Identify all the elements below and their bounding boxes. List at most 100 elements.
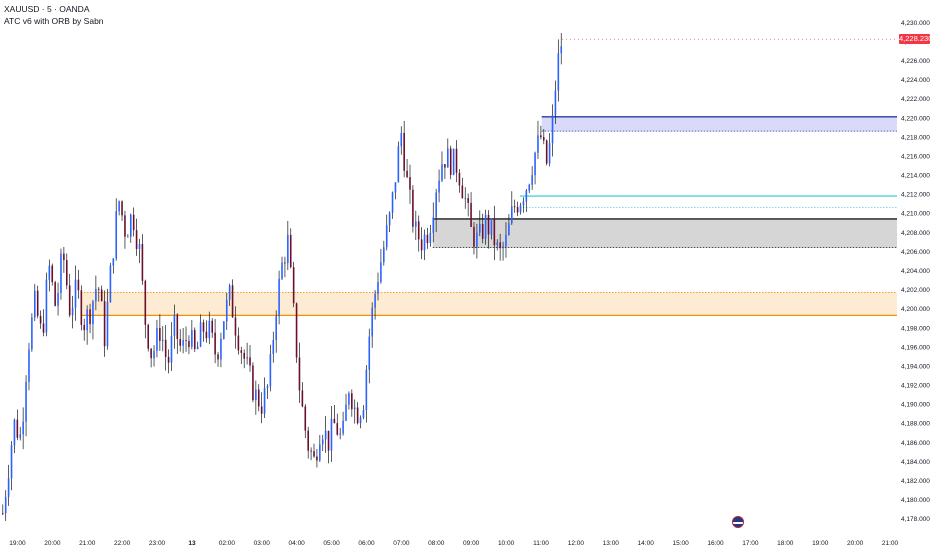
zone-2 — [432, 218, 897, 248]
candle-body — [266, 386, 269, 389]
candle-body — [298, 357, 301, 391]
candle-body — [127, 236, 129, 238]
candle-body — [516, 207, 519, 213]
candle-body — [252, 365, 254, 401]
candle-body — [100, 289, 103, 302]
candle-body — [147, 324, 150, 349]
candle-body — [281, 262, 283, 279]
candle-body — [510, 206, 513, 224]
candle-body — [319, 444, 321, 461]
candle-body — [554, 90, 557, 116]
x-tick-label: 21:00 — [882, 540, 899, 547]
y-tick-label: 4,224.000 — [901, 77, 930, 84]
candle-body — [214, 332, 216, 355]
y-tick-label: 4,196.000 — [901, 344, 930, 351]
y-tick-label: 4,216.000 — [901, 153, 930, 160]
candle-body — [467, 198, 469, 203]
candle-body — [374, 293, 376, 308]
candle-body — [54, 282, 56, 306]
candle-body — [359, 417, 362, 424]
candle-body — [394, 182, 397, 193]
candle-body — [493, 218, 496, 246]
candle-body — [307, 430, 309, 451]
candle-body — [31, 317, 33, 350]
candle-body — [310, 450, 312, 452]
candle-body — [7, 478, 10, 497]
candle-body — [295, 303, 298, 358]
y-tick-label: 4,212.000 — [901, 192, 930, 199]
x-tick-label: 23:00 — [149, 540, 166, 547]
y-tick-label: 4,190.000 — [901, 402, 930, 409]
us-flag-icon[interactable] — [732, 516, 744, 528]
candle-body — [112, 258, 115, 266]
candle-body — [371, 307, 373, 337]
candle-body — [13, 419, 16, 446]
candle-body — [51, 265, 54, 283]
candle-body — [351, 393, 353, 410]
candle-body — [86, 309, 88, 331]
y-tick-label: 4,214.000 — [901, 173, 930, 180]
candle-body — [255, 389, 257, 401]
candle-body — [368, 336, 371, 370]
last-price-tag: 4,228.230 — [899, 34, 932, 45]
x-tick-label: 14:00 — [638, 540, 655, 547]
candle-body — [441, 164, 443, 181]
candle-body — [115, 211, 118, 259]
x-tick-label: 22:00 — [114, 540, 131, 547]
candle-body — [478, 224, 481, 233]
candle-body — [92, 301, 94, 325]
candle-body — [161, 339, 164, 341]
zone-1 — [520, 196, 897, 208]
candle-body — [4, 496, 7, 514]
candle-body — [531, 175, 533, 185]
x-tick-label: 06:00 — [358, 540, 375, 547]
x-tick-label: 19:00 — [9, 540, 26, 547]
candle-body — [129, 214, 132, 237]
candle-body — [327, 430, 330, 451]
candle-body — [339, 433, 341, 435]
candle-body — [356, 407, 359, 424]
candle-body — [490, 218, 493, 235]
candle-body — [249, 357, 251, 366]
x-tick-label: 10:00 — [498, 540, 515, 547]
y-tick-label: 4,210.000 — [901, 211, 930, 218]
candle-body — [403, 132, 405, 171]
indicator-label[interactable]: ATC v6 with ORB by Sabn — [4, 16, 104, 26]
x-tick-label: 04:00 — [289, 540, 306, 547]
x-tick-label: 20:00 — [44, 540, 61, 547]
candle-body — [438, 180, 440, 193]
candle-body — [345, 404, 347, 421]
candle-body — [484, 214, 487, 239]
candle-body — [121, 201, 123, 216]
x-tick-label: 05:00 — [323, 540, 340, 547]
y-tick-label: 4,206.000 — [901, 249, 930, 256]
candle-body — [420, 239, 423, 251]
candle-body — [545, 140, 548, 164]
y-tick-label: 4,194.000 — [901, 363, 930, 370]
candle-body — [153, 350, 155, 359]
candle-body — [313, 451, 315, 457]
candle-body — [68, 285, 71, 316]
candle-body — [380, 262, 382, 283]
candle-body — [540, 135, 542, 138]
candle-body — [80, 290, 83, 325]
candle-body — [409, 177, 411, 190]
y-tick-label: 4,198.000 — [901, 325, 930, 332]
x-tick-label: 20:00 — [847, 540, 864, 547]
symbol-title[interactable]: XAUUSD · 5 · OANDA — [4, 4, 90, 14]
candle-body — [461, 185, 464, 199]
candle-body — [542, 137, 545, 141]
candle-body — [508, 223, 510, 235]
candle-body — [470, 202, 472, 227]
candle-body — [528, 184, 531, 191]
candle-body — [324, 430, 327, 440]
candle-body — [301, 390, 304, 407]
candle-body — [257, 389, 260, 407]
candle-body — [447, 148, 449, 168]
candle-body — [400, 132, 403, 147]
candle-body — [287, 235, 289, 264]
candle-body — [263, 388, 266, 414]
candle-body — [458, 172, 461, 186]
